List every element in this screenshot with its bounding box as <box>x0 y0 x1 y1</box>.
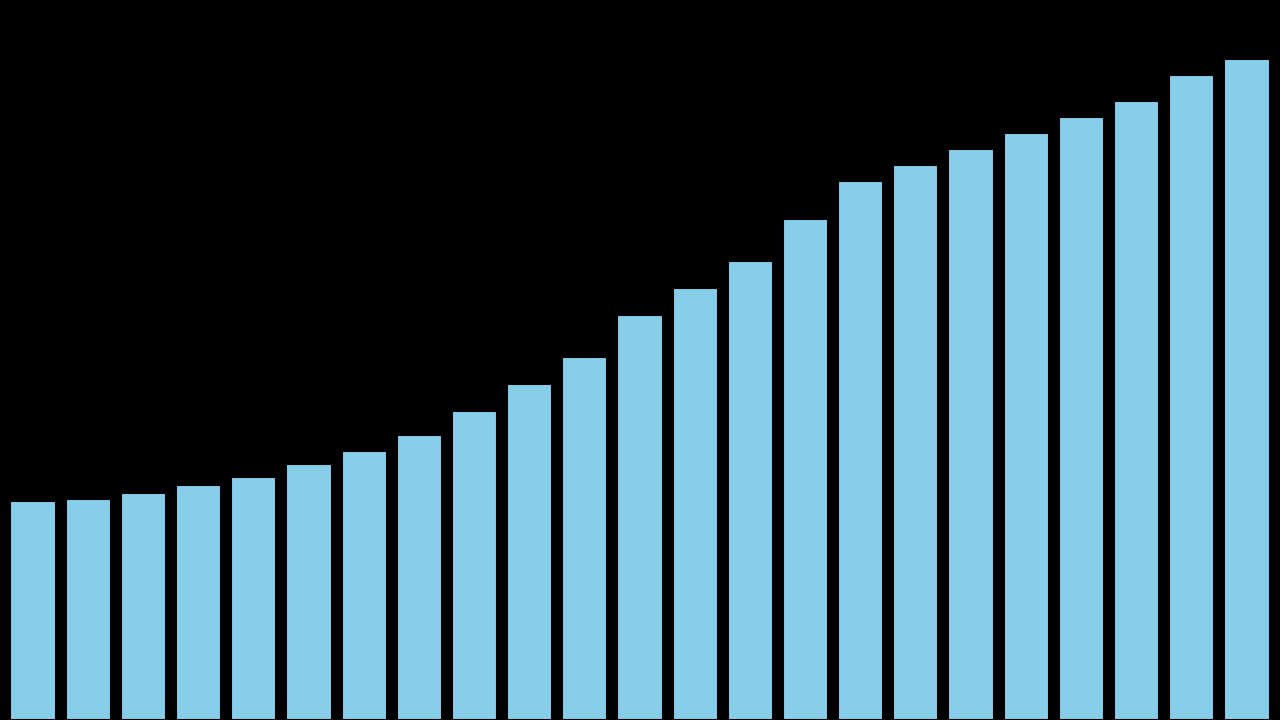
Bar <box>562 357 608 720</box>
Bar <box>617 315 663 720</box>
Bar <box>175 485 221 720</box>
Bar <box>452 410 497 720</box>
Bar <box>342 451 387 720</box>
Bar <box>507 384 552 720</box>
Bar <box>1059 117 1103 720</box>
Bar <box>838 181 883 720</box>
Bar <box>672 288 718 720</box>
Bar <box>287 464 332 720</box>
Bar <box>65 499 111 720</box>
Bar <box>783 219 828 720</box>
Bar <box>1224 58 1270 720</box>
Bar <box>1114 102 1160 720</box>
Bar <box>1169 75 1215 720</box>
Bar <box>893 166 938 720</box>
Bar <box>397 435 442 720</box>
Bar <box>728 261 773 720</box>
Bar <box>1004 133 1048 720</box>
Bar <box>10 501 56 720</box>
Bar <box>120 493 166 720</box>
Bar <box>232 477 276 720</box>
Bar <box>948 149 993 720</box>
